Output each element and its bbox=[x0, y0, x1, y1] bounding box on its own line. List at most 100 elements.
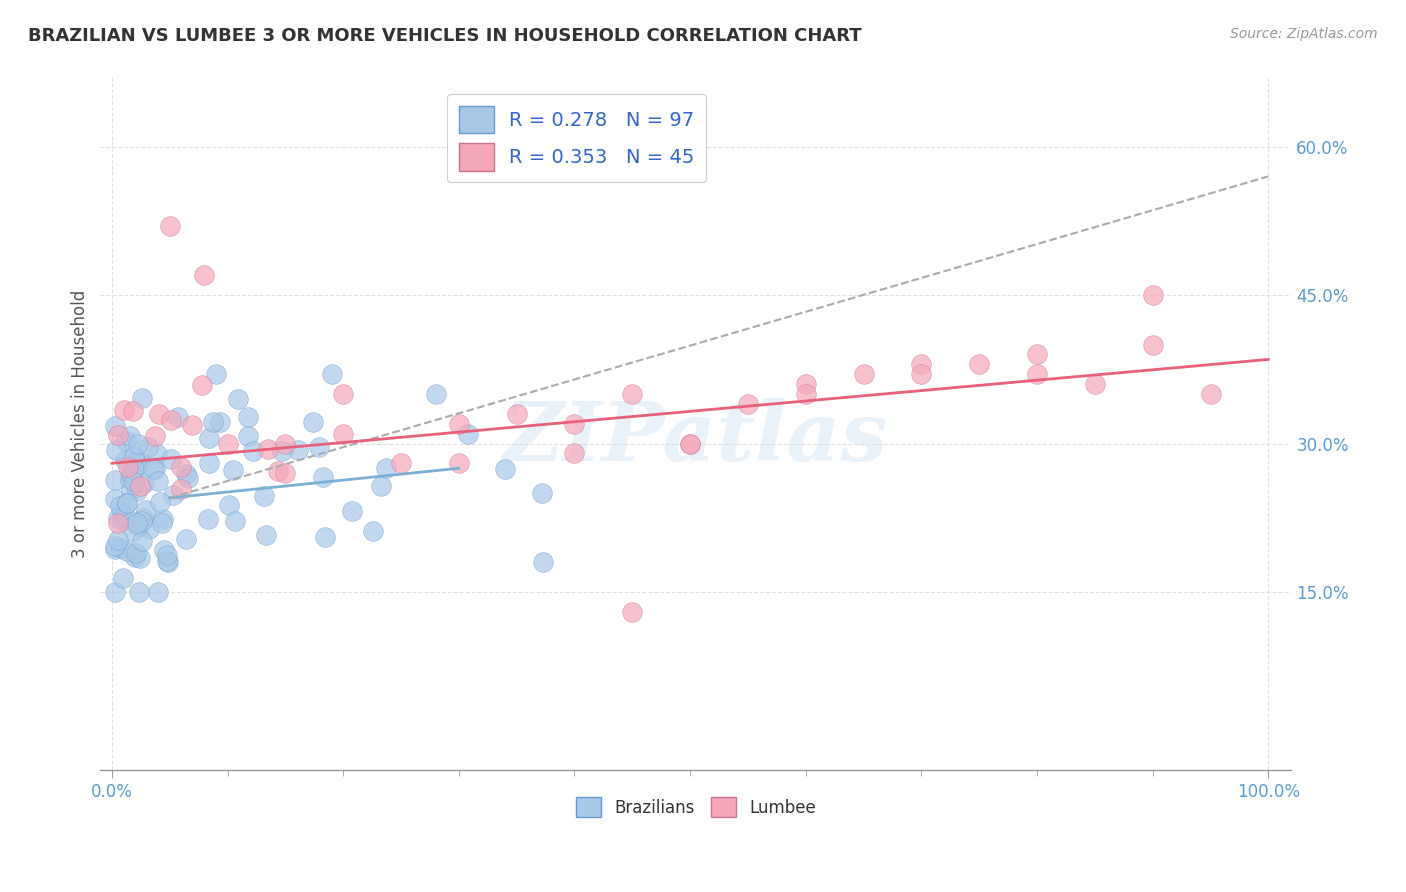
Point bbox=[120, 468, 142, 483]
Point bbox=[967, 357, 990, 371]
Point bbox=[236, 410, 259, 425]
Point bbox=[531, 555, 554, 569]
Point bbox=[737, 397, 759, 411]
Point bbox=[170, 482, 193, 496]
Point bbox=[1199, 387, 1222, 401]
Point bbox=[447, 456, 470, 470]
Point bbox=[170, 460, 193, 475]
Point bbox=[118, 472, 141, 486]
Point bbox=[122, 403, 145, 417]
Point bbox=[332, 387, 354, 401]
Point bbox=[201, 415, 224, 429]
Point bbox=[127, 519, 149, 533]
Point bbox=[143, 429, 166, 443]
Point bbox=[1026, 347, 1049, 361]
Point bbox=[104, 443, 127, 458]
Point bbox=[222, 463, 245, 477]
Point bbox=[457, 427, 479, 442]
Point bbox=[361, 524, 384, 538]
Point bbox=[794, 387, 817, 401]
Point bbox=[160, 413, 183, 427]
Point bbox=[122, 475, 145, 490]
Point bbox=[120, 483, 142, 497]
Point bbox=[389, 456, 412, 470]
Point bbox=[114, 434, 136, 449]
Point bbox=[176, 533, 198, 547]
Point bbox=[131, 391, 153, 405]
Point bbox=[270, 444, 292, 458]
Point bbox=[107, 533, 129, 548]
Point bbox=[621, 605, 644, 619]
Point bbox=[191, 378, 214, 392]
Point bbox=[157, 555, 180, 569]
Point bbox=[114, 403, 136, 417]
Point bbox=[104, 541, 127, 556]
Point bbox=[274, 466, 297, 480]
Point bbox=[146, 585, 169, 599]
Point bbox=[132, 511, 155, 525]
Point bbox=[375, 461, 398, 475]
Point bbox=[370, 479, 392, 493]
Point bbox=[910, 368, 932, 382]
Point bbox=[122, 449, 145, 463]
Point bbox=[124, 550, 146, 565]
Point bbox=[267, 463, 290, 477]
Point bbox=[224, 514, 246, 528]
Point bbox=[312, 470, 335, 484]
Point bbox=[308, 440, 330, 454]
Point bbox=[447, 417, 470, 431]
Point bbox=[162, 488, 184, 502]
Point bbox=[129, 455, 152, 469]
Point bbox=[852, 368, 875, 382]
Point bbox=[494, 462, 516, 476]
Point bbox=[156, 553, 179, 567]
Point bbox=[564, 446, 586, 460]
Point bbox=[115, 544, 138, 558]
Point bbox=[621, 387, 644, 401]
Point bbox=[505, 407, 527, 421]
Point bbox=[174, 467, 197, 482]
Point bbox=[115, 496, 138, 510]
Point bbox=[143, 462, 166, 476]
Point bbox=[128, 585, 150, 599]
Point bbox=[108, 499, 131, 513]
Point bbox=[1084, 377, 1107, 392]
Point bbox=[253, 489, 276, 503]
Point bbox=[132, 475, 155, 490]
Point bbox=[104, 418, 127, 433]
Y-axis label: 3 or more Vehicles in Household: 3 or more Vehicles in Household bbox=[72, 290, 89, 558]
Point bbox=[111, 571, 134, 585]
Point bbox=[114, 508, 136, 523]
Point bbox=[181, 417, 204, 432]
Point bbox=[127, 437, 149, 451]
Point bbox=[530, 485, 553, 500]
Point bbox=[114, 452, 136, 467]
Point bbox=[910, 357, 932, 371]
Point bbox=[104, 474, 127, 488]
Point bbox=[342, 504, 364, 518]
Point bbox=[156, 548, 179, 562]
Point bbox=[287, 443, 309, 458]
Point bbox=[257, 442, 280, 457]
Point bbox=[1142, 337, 1164, 351]
Point bbox=[127, 458, 149, 472]
Point bbox=[148, 407, 170, 421]
Point bbox=[120, 467, 142, 482]
Point bbox=[217, 436, 239, 450]
Point bbox=[111, 513, 134, 527]
Point bbox=[193, 268, 215, 283]
Point bbox=[148, 474, 170, 488]
Point bbox=[564, 417, 586, 431]
Text: Source: ZipAtlas.com: Source: ZipAtlas.com bbox=[1230, 27, 1378, 41]
Point bbox=[1026, 368, 1049, 382]
Point bbox=[321, 368, 343, 382]
Point bbox=[679, 436, 702, 450]
Point bbox=[254, 528, 277, 542]
Point bbox=[131, 534, 153, 549]
Point bbox=[332, 426, 354, 441]
Point bbox=[274, 436, 297, 450]
Point bbox=[124, 462, 146, 476]
Point bbox=[679, 436, 702, 450]
Point bbox=[159, 219, 181, 233]
Point bbox=[153, 543, 176, 558]
